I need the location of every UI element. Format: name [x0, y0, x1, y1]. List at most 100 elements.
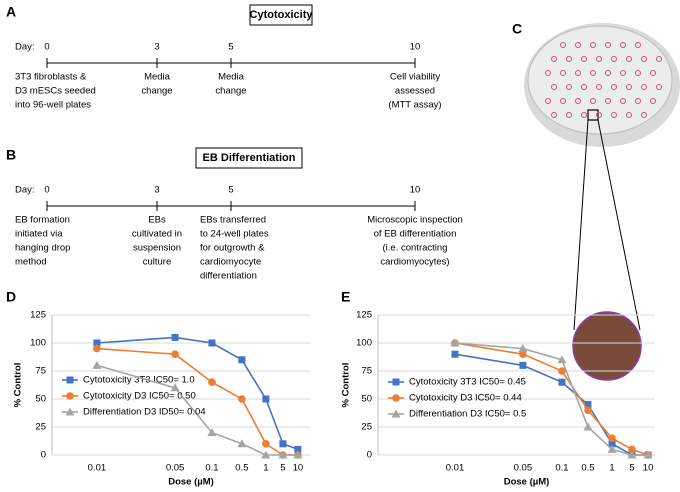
- note: (i.e. contracting: [383, 243, 448, 254]
- well-dot: [641, 112, 647, 118]
- dish-rim: [527, 25, 673, 135]
- x-tick-label: 0.05: [166, 463, 185, 474]
- x-tick-label: 0.01: [88, 463, 107, 474]
- marker: [171, 350, 179, 359]
- day: 3: [154, 185, 159, 196]
- well-dot: [551, 112, 557, 118]
- legend-marker: [66, 392, 74, 400]
- well-dot: [611, 56, 617, 62]
- y-tick-label: 25: [361, 422, 372, 433]
- note: for outgrowth &: [200, 243, 265, 254]
- note: EBs transferred: [200, 215, 266, 226]
- legend-marker: [66, 376, 74, 384]
- x-axis-title: Dose (µM): [504, 477, 550, 488]
- well-dot: [596, 84, 602, 90]
- well-dot: [575, 98, 581, 104]
- day: 10: [410, 185, 421, 196]
- note: change: [215, 86, 246, 97]
- well-dot: [590, 98, 596, 104]
- marker: [294, 445, 302, 453]
- note: EB formation: [15, 215, 70, 226]
- legend-label: Cytotoxicity 3T3 IC50= 1.0: [83, 375, 195, 386]
- marker: [608, 434, 616, 443]
- legend-marker: [392, 394, 400, 402]
- well-dot: [560, 42, 566, 48]
- x-tick-label: 0.5: [235, 463, 248, 474]
- y-tick-label: 75: [361, 366, 372, 377]
- marker: [607, 444, 617, 453]
- panel-label: E: [341, 289, 350, 305]
- note: into 96-well plates: [15, 100, 91, 111]
- note: assessed: [395, 86, 435, 97]
- well-dot: [605, 98, 611, 104]
- well-dot: [635, 98, 641, 104]
- day-label: Day:: [15, 42, 35, 53]
- well-dot: [566, 112, 572, 118]
- well-dot: [626, 112, 632, 118]
- panel-title: EB Differentiation: [203, 152, 296, 164]
- note: Media: [218, 72, 245, 83]
- note: Cell viability: [390, 72, 440, 83]
- legend-label: Cytotoxicity 3T3 IC50= 0.45: [409, 377, 526, 388]
- legend-label: Differentiation D3 ID50= 0.04: [83, 407, 206, 418]
- well-dot: [596, 112, 602, 118]
- day: 5: [228, 185, 233, 196]
- marker: [238, 356, 246, 364]
- dish-photo: [524, 23, 680, 381]
- marker: [584, 401, 592, 409]
- well-dot: [575, 42, 581, 48]
- marker: [293, 450, 303, 459]
- note: suspension: [133, 243, 181, 254]
- well-dot: [581, 56, 587, 62]
- well-dot: [545, 70, 551, 76]
- x-tick-label: 10: [643, 463, 654, 474]
- marker: [237, 439, 247, 448]
- x-tick-label: 5: [629, 463, 634, 474]
- day: 0: [44, 42, 49, 53]
- well-dot: [560, 98, 566, 104]
- y-tick-label: 100: [30, 338, 46, 349]
- marker: [584, 406, 592, 415]
- y-tick-label: 75: [35, 366, 46, 377]
- marker: [170, 383, 180, 392]
- well-dot: [641, 84, 647, 90]
- day: 3: [154, 42, 159, 53]
- well-dot: [605, 70, 611, 76]
- day: 5: [228, 42, 233, 53]
- well-dot: [581, 112, 587, 118]
- well-dot: [620, 98, 626, 104]
- legend-label: Differentiation D3 IC50= 0.5: [409, 409, 526, 420]
- marker: [238, 395, 246, 403]
- marker: [171, 333, 179, 341]
- well-dot: [575, 70, 581, 76]
- y-tick-label: 100: [356, 338, 372, 349]
- well-dot: [551, 56, 557, 62]
- marker: [518, 344, 528, 353]
- well-dot: [596, 56, 602, 62]
- marker: [608, 440, 616, 448]
- well-dot: [605, 42, 611, 48]
- zoom-line: [597, 119, 641, 331]
- marker: [643, 450, 653, 459]
- marker: [262, 440, 270, 448]
- day: 0: [44, 185, 49, 196]
- title-box: [195, 147, 303, 169]
- legend-label: Cytotoxicity D3 IC50= 0.44: [409, 393, 522, 404]
- marker: [208, 378, 216, 387]
- x-tick-label: 0.05: [514, 463, 533, 474]
- panel-title: Cytotoxicity: [250, 9, 314, 21]
- y-tick-label: 0: [367, 450, 372, 461]
- panel-label: D: [6, 289, 16, 305]
- embryoid-body: [572, 311, 642, 381]
- y-axis-title: % Control: [341, 363, 352, 408]
- marker: [279, 440, 287, 448]
- well-dot: [611, 112, 617, 118]
- x-axis-title: Dose (µM): [168, 477, 214, 488]
- x-tick-label: 0.5: [581, 463, 594, 474]
- marker: [93, 344, 101, 353]
- well-dot: [611, 84, 617, 90]
- marker: [519, 361, 527, 369]
- marker: [208, 339, 216, 347]
- marker: [262, 395, 270, 403]
- note: method: [15, 257, 47, 268]
